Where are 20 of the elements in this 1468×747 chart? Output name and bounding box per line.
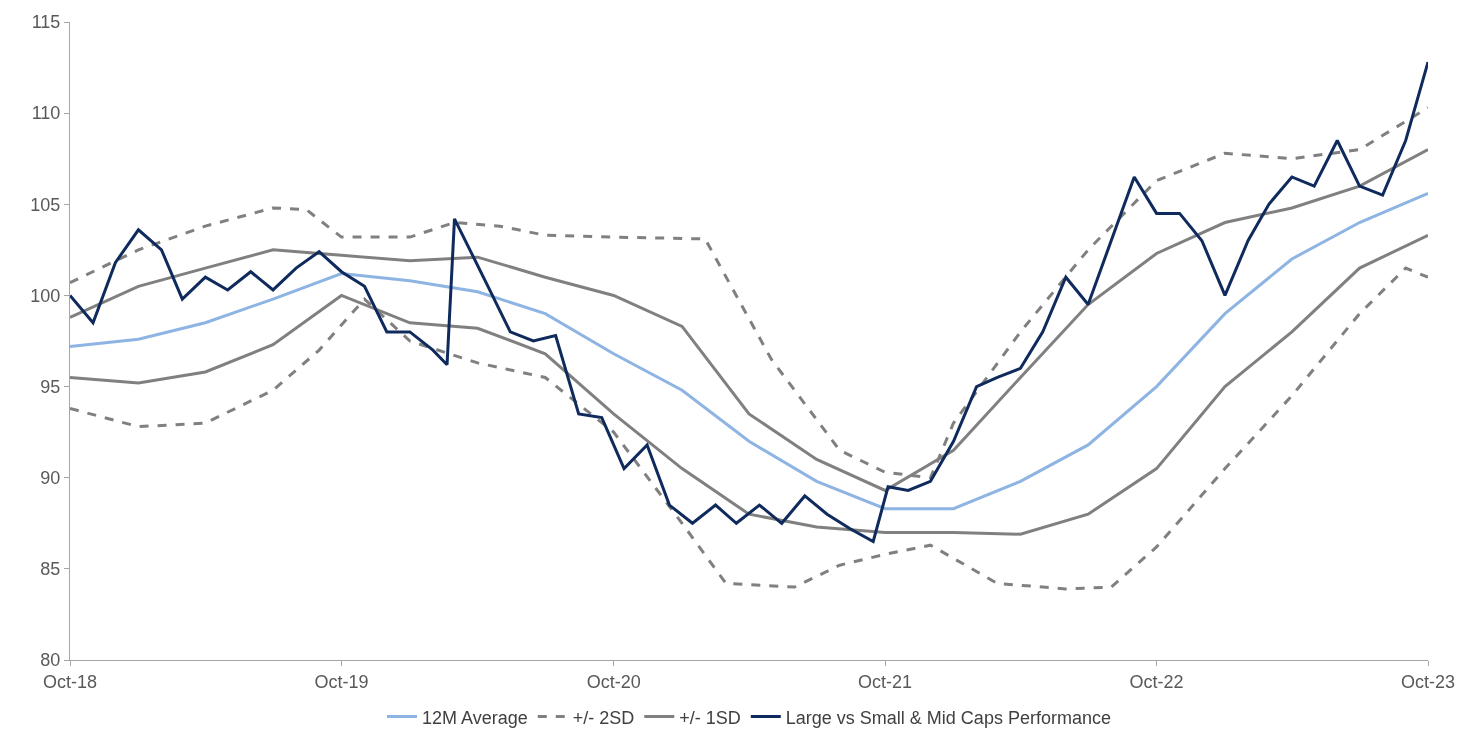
- x-tick-label: Oct-22: [1129, 671, 1184, 692]
- y-tick-label: 90: [40, 468, 61, 489]
- y-tick-label: 95: [40, 376, 61, 397]
- y-tick-label: 100: [30, 285, 61, 306]
- x-tick-label: Oct-18: [42, 671, 98, 692]
- x-tick-label: Oct-23: [1400, 671, 1456, 692]
- x-tick-label: Oct-21: [858, 671, 913, 692]
- x-tick-label: Oct-19: [314, 671, 369, 692]
- line-series: [70, 60, 1428, 544]
- legend-label: 12M Average: [422, 707, 528, 728]
- y-tick-label: 80: [40, 650, 61, 671]
- y-tick-label: 115: [31, 12, 61, 33]
- y-tick-label: 85: [40, 559, 61, 580]
- legend-label: Large vs Small & Mid Caps Performance: [785, 707, 1111, 728]
- legend-label: +/- 2SD: [572, 707, 635, 728]
- y-tick-label: 110: [31, 103, 61, 124]
- legend-label: +/- 1SD: [679, 707, 741, 728]
- line-series: [70, 191, 1428, 511]
- x-tick-label: Oct-20: [586, 671, 641, 692]
- y-tick-label: 105: [30, 194, 61, 215]
